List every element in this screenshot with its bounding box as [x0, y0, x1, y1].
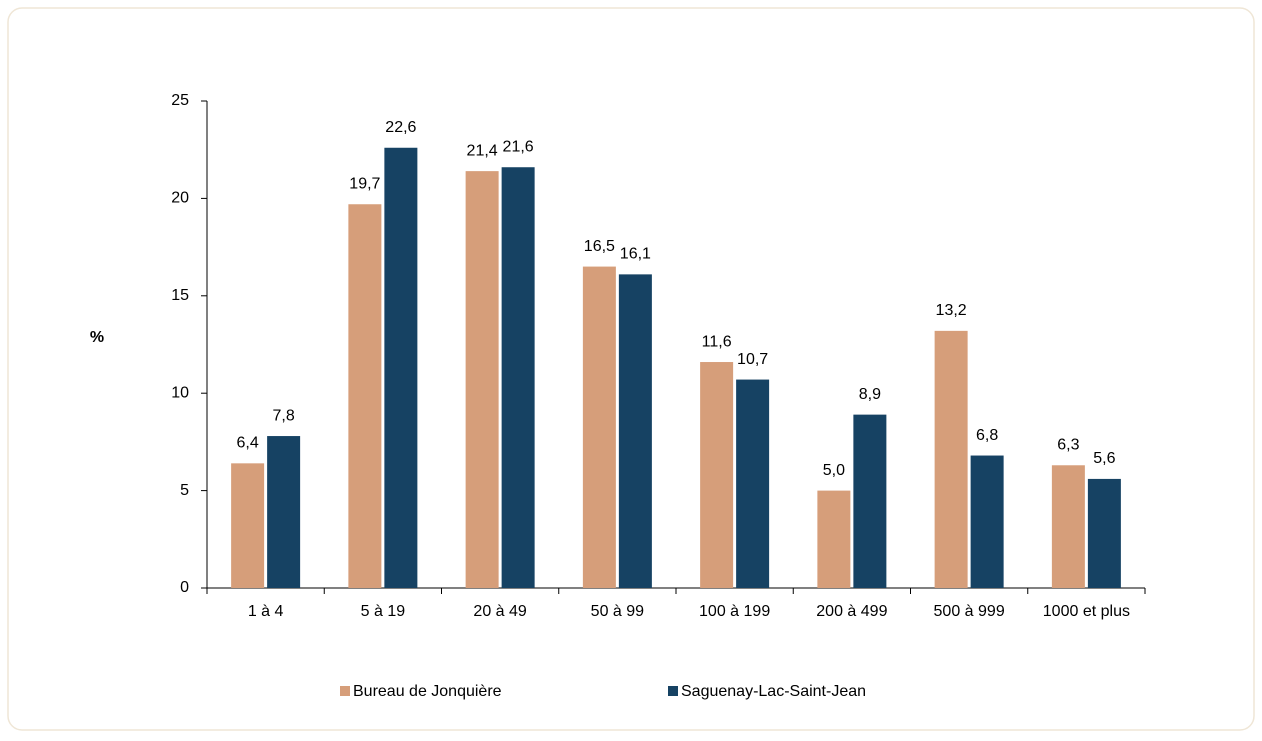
data-label: 21,4 [467, 142, 498, 159]
x-tick-label: 20 à 49 [473, 603, 526, 620]
data-label: 11,6 [702, 333, 732, 350]
x-tick-label: 5 à 19 [361, 603, 406, 620]
data-label: 6,4 [237, 435, 259, 452]
bar [348, 204, 382, 588]
data-label: 6,8 [976, 427, 998, 444]
data-label: 8,9 [859, 386, 881, 403]
bar [934, 330, 968, 588]
data-label: 7,8 [273, 407, 295, 424]
data-label: 5,6 [1093, 450, 1115, 467]
x-tick-label: 1 à 4 [248, 603, 284, 620]
bar [700, 362, 734, 588]
y-tick-label: 15 [171, 287, 189, 304]
x-tick-label: 200 à 499 [816, 603, 887, 620]
bar [853, 414, 887, 588]
data-label: 10,7 [737, 351, 768, 368]
x-tick-label: 500 à 999 [934, 603, 1005, 620]
data-label: 5,0 [823, 462, 845, 479]
y-tick-label: 5 [180, 482, 189, 499]
bar [1051, 465, 1085, 588]
bar [384, 147, 418, 588]
legend-swatch [668, 686, 678, 696]
data-label: 13,2 [936, 302, 967, 319]
data-label: 16,1 [620, 246, 651, 263]
data-label: 21,6 [503, 138, 534, 155]
data-label: 19,7 [349, 175, 380, 192]
y-tick-label: 25 [171, 92, 189, 109]
legend-label: Bureau de Jonquière [353, 683, 502, 700]
x-tick-label: 1000 et plus [1043, 603, 1130, 620]
x-tick-label: 100 à 199 [699, 603, 770, 620]
data-label: 6,3 [1057, 436, 1079, 453]
bar [817, 490, 851, 588]
bar [582, 266, 616, 588]
data-label: 22,6 [385, 119, 416, 136]
bar [970, 455, 1004, 588]
y-tick-label: 10 [171, 384, 189, 401]
y-axis-label: % [90, 329, 104, 346]
y-tick-label: 20 [171, 190, 189, 207]
bar [618, 274, 652, 588]
x-tick-label: 50 à 99 [591, 603, 644, 620]
bar [501, 167, 535, 588]
data-label: 16,5 [584, 238, 615, 255]
bar [736, 379, 770, 588]
bar [231, 463, 265, 588]
legend-swatch [340, 686, 350, 696]
legend-label: Saguenay-Lac-Saint-Jean [681, 683, 866, 700]
bar [267, 436, 301, 588]
bar [465, 171, 499, 589]
y-tick-label: 0 [180, 579, 189, 596]
bar [1087, 478, 1121, 588]
